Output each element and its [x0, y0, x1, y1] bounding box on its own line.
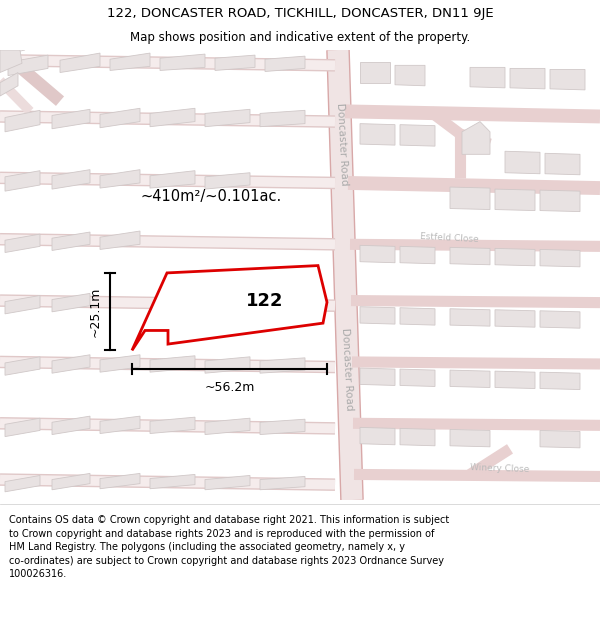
Polygon shape: [205, 173, 250, 189]
Polygon shape: [52, 169, 90, 189]
Polygon shape: [52, 416, 90, 434]
Polygon shape: [150, 108, 195, 127]
Polygon shape: [5, 418, 40, 437]
Polygon shape: [540, 431, 580, 448]
Polygon shape: [360, 124, 395, 145]
Polygon shape: [360, 368, 395, 386]
Polygon shape: [5, 171, 40, 191]
Text: ~410m²/~0.101ac.: ~410m²/~0.101ac.: [140, 189, 281, 204]
Polygon shape: [132, 266, 327, 351]
Polygon shape: [540, 249, 580, 267]
Polygon shape: [150, 356, 195, 372]
Polygon shape: [400, 308, 435, 325]
Polygon shape: [205, 476, 250, 490]
Polygon shape: [5, 476, 40, 492]
Polygon shape: [2, 50, 25, 55]
Polygon shape: [260, 419, 305, 434]
Polygon shape: [450, 370, 490, 388]
Polygon shape: [260, 358, 305, 373]
Text: Doncaster Road: Doncaster Road: [335, 102, 349, 186]
Polygon shape: [205, 357, 250, 373]
Polygon shape: [495, 371, 535, 389]
Polygon shape: [100, 231, 140, 249]
Polygon shape: [495, 248, 535, 266]
Polygon shape: [205, 109, 250, 127]
Polygon shape: [0, 72, 18, 96]
Text: Contains OS data © Crown copyright and database right 2021. This information is : Contains OS data © Crown copyright and d…: [9, 515, 449, 579]
Polygon shape: [205, 418, 250, 434]
Text: ~56.2m: ~56.2m: [205, 381, 254, 394]
Text: Winery Close: Winery Close: [470, 463, 530, 474]
Polygon shape: [8, 55, 48, 76]
Text: Doncaster Road: Doncaster Road: [340, 328, 354, 411]
Text: Map shows position and indicative extent of the property.: Map shows position and indicative extent…: [130, 31, 470, 44]
Polygon shape: [470, 68, 505, 88]
Polygon shape: [5, 357, 40, 375]
Polygon shape: [100, 473, 140, 489]
Polygon shape: [215, 55, 255, 71]
Polygon shape: [260, 111, 305, 127]
Polygon shape: [60, 53, 100, 72]
Polygon shape: [400, 369, 435, 386]
Polygon shape: [495, 189, 535, 211]
Polygon shape: [505, 151, 540, 174]
Polygon shape: [52, 293, 90, 312]
Polygon shape: [540, 372, 580, 389]
Polygon shape: [360, 307, 395, 324]
Polygon shape: [540, 311, 580, 328]
Polygon shape: [450, 187, 490, 209]
Text: 122: 122: [246, 292, 284, 310]
Polygon shape: [260, 476, 305, 490]
Polygon shape: [52, 473, 90, 490]
Text: 122, DONCASTER ROAD, TICKHILL, DONCASTER, DN11 9JE: 122, DONCASTER ROAD, TICKHILL, DONCASTER…: [107, 8, 493, 21]
Polygon shape: [400, 428, 435, 446]
Polygon shape: [400, 246, 435, 264]
Polygon shape: [52, 109, 90, 129]
Polygon shape: [5, 234, 40, 253]
Polygon shape: [150, 171, 195, 188]
Polygon shape: [450, 429, 490, 447]
Polygon shape: [360, 246, 395, 262]
Polygon shape: [360, 428, 395, 445]
Polygon shape: [400, 124, 435, 146]
Polygon shape: [360, 62, 390, 82]
Polygon shape: [150, 474, 195, 489]
Polygon shape: [450, 309, 490, 326]
Polygon shape: [550, 69, 585, 90]
Polygon shape: [450, 248, 490, 265]
Text: Estfeld Close: Estfeld Close: [420, 232, 479, 244]
Polygon shape: [495, 310, 535, 327]
Polygon shape: [160, 54, 205, 71]
Polygon shape: [5, 296, 40, 314]
Polygon shape: [100, 416, 140, 434]
Polygon shape: [52, 355, 90, 373]
Polygon shape: [100, 355, 140, 372]
Polygon shape: [110, 53, 150, 71]
Polygon shape: [0, 50, 22, 72]
Text: ~25.1m: ~25.1m: [89, 286, 102, 337]
Polygon shape: [545, 153, 580, 175]
Polygon shape: [100, 108, 140, 127]
Polygon shape: [5, 111, 40, 132]
Polygon shape: [462, 122, 490, 154]
Polygon shape: [100, 169, 140, 188]
Polygon shape: [510, 68, 545, 89]
Polygon shape: [52, 232, 90, 251]
Polygon shape: [540, 190, 580, 212]
Polygon shape: [265, 56, 305, 71]
Polygon shape: [395, 66, 425, 86]
Polygon shape: [150, 417, 195, 434]
